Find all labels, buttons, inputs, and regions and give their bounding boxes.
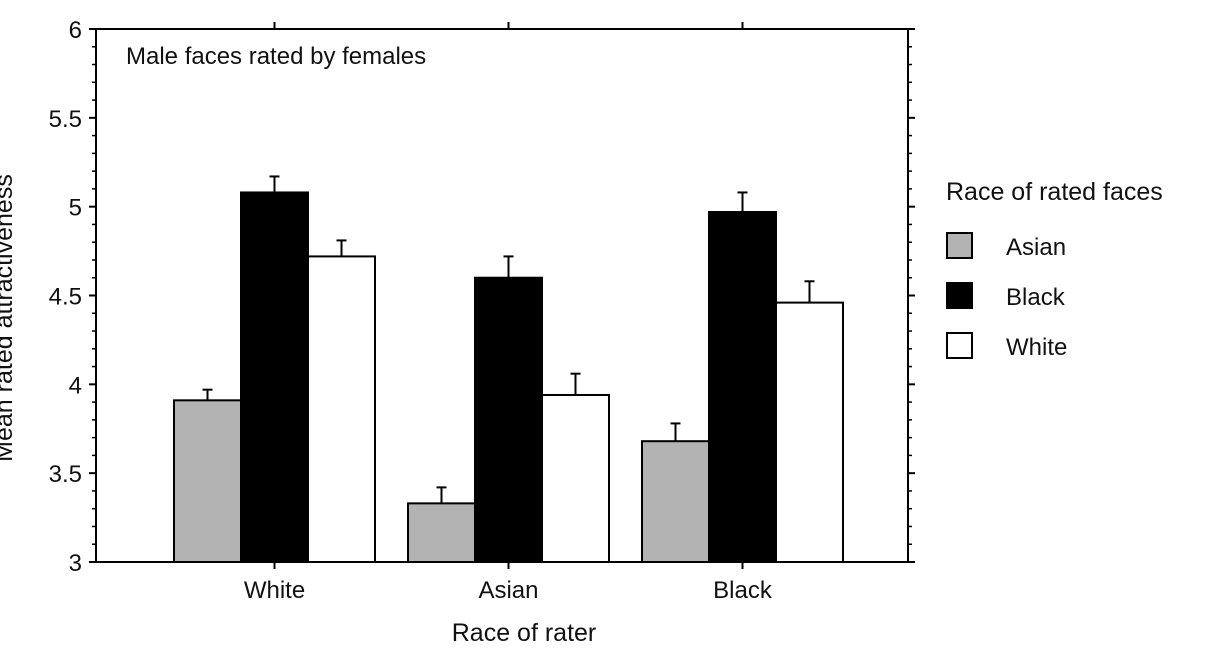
bars bbox=[173, 191, 844, 564]
y-tick-label: 4 bbox=[69, 372, 82, 399]
y-axis-ticks: 3 3.5 4 4.5 5 5.5 6 bbox=[49, 17, 915, 577]
y-axis-label: Mean rated attractiveness bbox=[0, 174, 18, 462]
legend-label-asian: Asian bbox=[1006, 234, 1066, 261]
y-tick-label: 3.5 bbox=[49, 461, 82, 488]
x-tick-label: Black bbox=[713, 577, 773, 604]
legend-swatch-asian bbox=[946, 232, 973, 259]
legend-title: Race of rated faces bbox=[946, 178, 1163, 206]
bar-black-black bbox=[708, 210, 777, 563]
bar-asian-black bbox=[641, 440, 710, 564]
panel-title: Male faces rated by females bbox=[126, 43, 426, 70]
bar-white-white bbox=[307, 255, 376, 563]
bar-asian-white bbox=[173, 399, 242, 563]
y-tick-label: 4.5 bbox=[49, 284, 82, 311]
bar-black-asian bbox=[474, 276, 543, 563]
x-tick-label: Asian bbox=[478, 577, 538, 604]
y-tick-label: 3 bbox=[69, 550, 82, 577]
bar-white-asian bbox=[541, 393, 610, 564]
legend: Race of rated faces Asian Black White bbox=[946, 178, 1163, 361]
x-axis-label: Race of rater bbox=[452, 619, 597, 647]
error-bars bbox=[202, 175, 815, 504]
x-axis-ticks: White Asian Black bbox=[244, 22, 773, 604]
legend-swatch-white bbox=[946, 332, 973, 359]
y-tick-label: 6 bbox=[69, 17, 82, 44]
bar-white-black bbox=[775, 301, 844, 563]
bar-black-white bbox=[240, 191, 309, 563]
bar-asian-asian bbox=[407, 502, 476, 563]
y-tick-label: 5.5 bbox=[49, 106, 82, 133]
legend-swatch-black bbox=[946, 282, 973, 309]
x-tick-label: White bbox=[244, 577, 305, 604]
legend-label-white: White bbox=[1006, 334, 1067, 361]
y-tick-label: 5 bbox=[69, 195, 82, 222]
legend-label-black: Black bbox=[1006, 284, 1066, 311]
